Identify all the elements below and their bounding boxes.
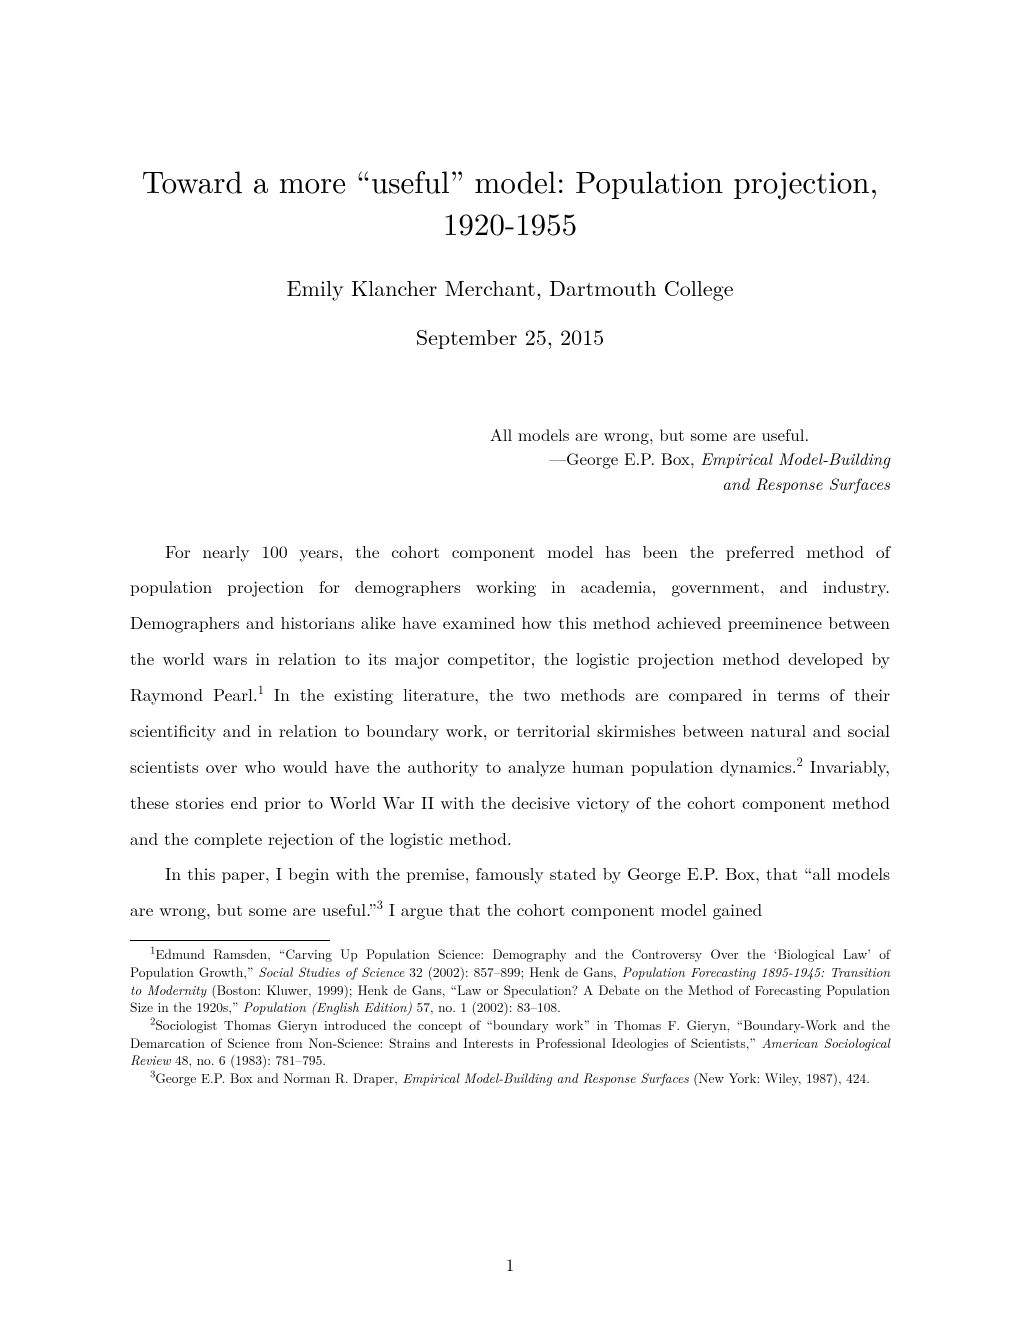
title-line-2: 1920-1955 [443,200,577,244]
f3-ital1: Empirical Model-Building and Response Su… [402,1068,688,1087]
f3-a: George E.P. Box and Norman R. Draper, [155,1068,402,1087]
epigraph-attribution: —George E.P. Box, Empirical Model-Buildi… [490,446,890,471]
page-number: 1 [0,1252,1020,1276]
footnote-2: 2Sociologist Thomas Gieryn introduced th… [130,1016,890,1069]
paper-title: Toward a more “useful” model: Population… [130,160,890,244]
footnote-rule [130,940,330,941]
epigraph-quote: All models are wrong, but some are usefu… [490,422,890,447]
f2-b: 48, no. 6 (1983): 781–795. [171,1050,326,1069]
f1-ital3: Population (English Edition) [243,997,412,1016]
f1-b: 32 (2002): 857–899; Henk de Gans, [404,962,621,981]
f1-d: 57, no. 1 (2002): 83–108. [412,997,561,1016]
footnote-1: 1Edmund Ramsden, “Carving Up Population … [130,945,890,1016]
epigraph-work-line1: Empirical Model-Building [700,446,890,470]
footnotes: 1Edmund Ramsden, “Carving Up Population … [130,945,890,1087]
title-line-1: Toward a more “useful” model: Population… [142,158,878,202]
paragraph-2: In this paper, I begin with the premise,… [130,856,890,928]
epigraph-work-line2: and Response Surfaces [490,471,890,496]
date-line: September 25, 2015 [130,321,890,352]
footnote-3: 3George E.P. Box and Norman R. Draper, E… [130,1069,890,1087]
page: Toward a more “useful” model: Population… [0,0,1020,1320]
epigraph-attribution-prefix: —George E.P. Box, [549,446,700,470]
epigraph: All models are wrong, but some are usefu… [490,422,890,496]
paragraph-1: For nearly 100 years, the cohort compone… [130,534,890,857]
p2-segment-b: I argue that the cohort component model … [383,897,762,922]
f3-b: (New York: Wiley, 1987), 424. [689,1068,870,1087]
author-line: Emily Klancher Merchant, Dartmouth Colle… [130,272,890,303]
body-text: For nearly 100 years, the cohort compone… [130,534,890,929]
f1-ital1: Social Studies of Science [258,962,404,981]
